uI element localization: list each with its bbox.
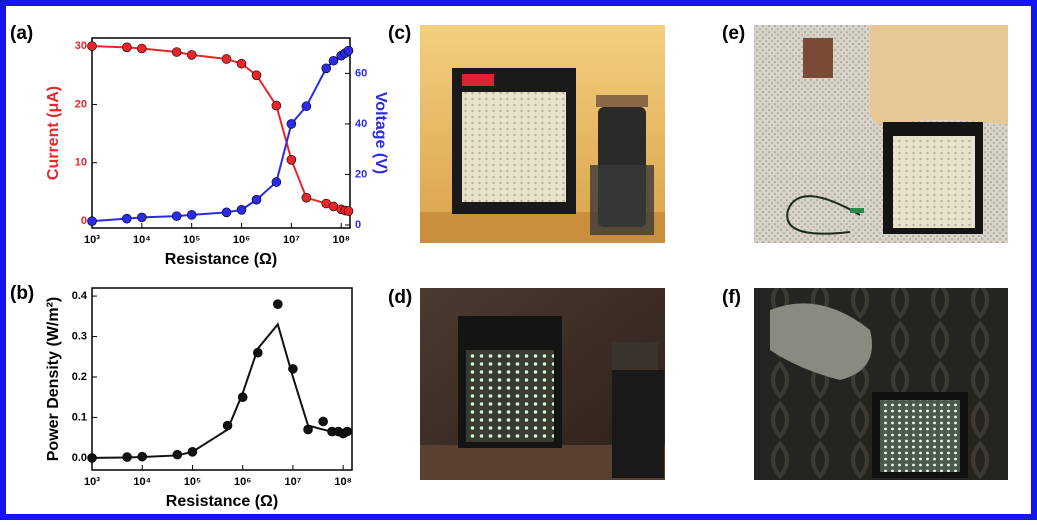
data-point bbox=[87, 216, 97, 226]
x-tick-label: 10⁶ bbox=[234, 476, 251, 488]
panel-label: (f) bbox=[722, 287, 741, 308]
data-point bbox=[87, 41, 97, 51]
data-point bbox=[236, 58, 247, 69]
data-point bbox=[342, 426, 352, 437]
photo-d bbox=[420, 288, 665, 480]
x-tick-label: 10³ bbox=[84, 476, 100, 488]
y-tick-label: 0.2 bbox=[72, 371, 87, 383]
plot-frame bbox=[91, 37, 351, 229]
x-tick-label: 10⁷ bbox=[285, 476, 302, 488]
photo-c bbox=[420, 25, 665, 243]
x-tick-label: 10⁴ bbox=[133, 476, 151, 488]
panel-label: (a) bbox=[10, 23, 33, 44]
data-point bbox=[286, 119, 297, 129]
data-point bbox=[321, 63, 332, 74]
y-tick-label: 0.4 bbox=[72, 290, 88, 302]
data-point bbox=[122, 213, 132, 224]
x-axis-label: Resistance (Ω) bbox=[165, 251, 277, 268]
data-point bbox=[253, 347, 263, 358]
x-tick-label: 10⁴ bbox=[133, 234, 151, 246]
chart: (a) 10³ 10⁴ 10⁵ 10⁶ 10⁷ 10⁸ 0 10 20 30 0 20 40 60 Volta… bbox=[10, 23, 389, 268]
panel-label: (e) bbox=[722, 23, 745, 44]
y2-tick-label: 60 bbox=[355, 67, 367, 79]
y-tick-label: 0.3 bbox=[72, 330, 87, 342]
panel-label: (d) bbox=[388, 287, 412, 308]
data-point bbox=[273, 299, 283, 309]
y-tick-label: 20 bbox=[75, 98, 87, 110]
y2-tick-label: 20 bbox=[355, 168, 367, 180]
x-tick-label: 10³ bbox=[84, 234, 100, 246]
photo-f bbox=[754, 288, 1008, 480]
data-point bbox=[288, 364, 298, 374]
x-axis-label: Resistance (Ω) bbox=[166, 493, 278, 510]
data-point bbox=[271, 100, 282, 111]
x-tick-label: 10⁸ bbox=[333, 234, 350, 246]
data-point bbox=[328, 55, 339, 66]
y-tick-label: 0.0 bbox=[72, 452, 87, 464]
data-point bbox=[221, 207, 232, 218]
data-point bbox=[251, 70, 262, 81]
data-point bbox=[301, 101, 312, 112]
y2-tick-label: 40 bbox=[355, 118, 367, 130]
x-tick-label: 10⁵ bbox=[183, 234, 200, 246]
data-point bbox=[303, 424, 313, 435]
data-point bbox=[122, 42, 132, 53]
data-point bbox=[286, 155, 297, 165]
chart: (b) 10³ 10⁴ 10⁵ 10⁶ 10⁷ 10⁸ 0.0 0.1 0.2 0.3 0.4 Resi… bbox=[10, 283, 353, 510]
data-point bbox=[343, 45, 354, 56]
data-point bbox=[137, 451, 148, 462]
data-point bbox=[186, 50, 197, 60]
data-point bbox=[236, 205, 247, 215]
data-point bbox=[171, 47, 182, 57]
data-point bbox=[87, 453, 97, 463]
data-point bbox=[343, 206, 354, 216]
data-point bbox=[186, 210, 197, 220]
data-point bbox=[301, 192, 312, 203]
y-axis-label: Power Density (W/m²) bbox=[45, 297, 62, 461]
data-point bbox=[251, 194, 262, 205]
data-point bbox=[318, 416, 328, 427]
y2-axis-label: Voltage (V) bbox=[372, 92, 389, 174]
x-tick-label: 10⁶ bbox=[233, 234, 250, 246]
data-point bbox=[172, 449, 183, 460]
data-point bbox=[137, 43, 147, 54]
data-point bbox=[122, 452, 132, 462]
y-tick-label: 30 bbox=[75, 40, 87, 52]
data-point bbox=[221, 54, 232, 64]
photo-e bbox=[754, 25, 1008, 243]
data-point bbox=[271, 177, 282, 187]
data-point bbox=[222, 420, 233, 431]
y-tick-label: 10 bbox=[75, 157, 87, 169]
data-point bbox=[187, 446, 198, 457]
x-tick-label: 10⁸ bbox=[334, 476, 351, 488]
y-tick-label: 0.1 bbox=[72, 411, 87, 423]
panel-label: (c) bbox=[388, 23, 411, 44]
charts: (a) 10³ 10⁴ 10⁵ 10⁶ 10⁷ 10⁸ 0 10 20 30 0 20 40 60 Volta… bbox=[10, 23, 389, 510]
x-tick-label: 10⁵ bbox=[184, 476, 201, 488]
data-point bbox=[237, 392, 248, 403]
panel-label: (b) bbox=[10, 283, 34, 304]
data-point bbox=[137, 212, 147, 223]
y-axis-label: Current (μA) bbox=[45, 86, 62, 180]
y2-tick-label: 0 bbox=[355, 219, 361, 231]
y-tick-label: 0 bbox=[81, 215, 87, 227]
x-tick-label: 10⁷ bbox=[283, 234, 300, 246]
plot-frame bbox=[91, 287, 353, 471]
data-point bbox=[171, 211, 182, 221]
